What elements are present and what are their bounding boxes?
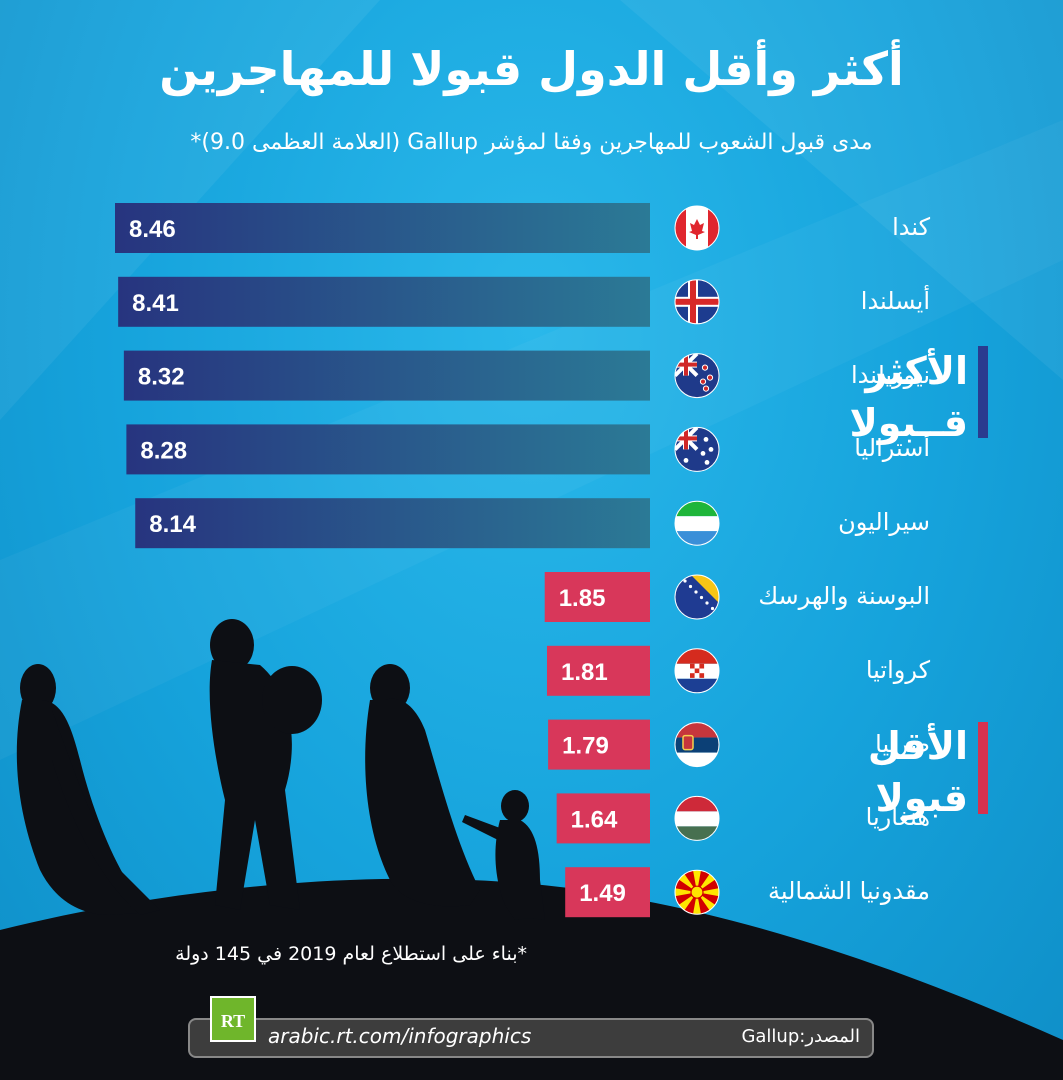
country-label-5: سيراليون <box>838 508 930 537</box>
bar-8 <box>548 719 650 770</box>
group-label-least: الأقل قبولا <box>838 720 968 824</box>
bar-value-label-7: 1.81 <box>561 659 608 686</box>
croatia-flag-icon <box>674 648 720 694</box>
hungary-flag-icon <box>674 795 720 841</box>
country-label-8: صربيا <box>875 729 930 758</box>
footnote: *بناء على استطلاع لعام 2019 في 145 دولة <box>175 943 527 965</box>
page-subtitle: مدى قبول الشعوب للمهاجرين وفقا لمؤشر Gal… <box>190 130 873 155</box>
bar-value-label-3: 8.32 <box>138 364 185 391</box>
country-label-4: أستراليا <box>854 434 930 463</box>
serbia-flag-icon <box>674 722 720 768</box>
bar-value-label-2: 8.41 <box>132 290 179 317</box>
bar-1 <box>115 203 650 253</box>
australia-flag-icon <box>674 426 720 472</box>
group-label-least-line2: قبولا <box>875 776 968 820</box>
bar-value-label-10: 1.49 <box>579 880 626 907</box>
country-label-10: مقدونيا الشمالية <box>767 877 930 906</box>
rt-logo: RT <box>210 996 256 1042</box>
group-bar-least <box>978 722 988 814</box>
page-title: أكثر وأقل الدول قبولا للمهاجرين <box>159 42 904 96</box>
site-url-link[interactable]: arabic.rt.com/infographics <box>268 1024 532 1048</box>
group-label-most: الأكثر قــبولا <box>838 345 969 449</box>
bar-7 <box>546 645 650 696</box>
country-label-2: أيسلندا <box>860 286 930 315</box>
country-label-6: البوسنة والهرسك <box>758 582 930 610</box>
bar-3 <box>123 350 651 401</box>
bar-value-label-4: 8.28 <box>140 437 187 464</box>
migrants-silhouette <box>16 619 545 920</box>
bar-4 <box>126 424 650 475</box>
bar-value-label-8: 1.79 <box>562 733 609 760</box>
bar-value-label-5: 8.14 <box>149 511 196 538</box>
bar-10 <box>565 867 650 918</box>
bosnia-flag-icon <box>674 574 720 620</box>
north-macedonia-flag-icon <box>674 869 720 915</box>
country-label-3: نيوزيلندا <box>850 360 930 389</box>
bar-9 <box>556 793 650 844</box>
source-label: المصدر:Gallup <box>741 1026 860 1047</box>
group-bar-most <box>978 346 988 438</box>
bar-5 <box>135 498 651 549</box>
bar-value-label-9: 1.64 <box>571 806 618 833</box>
footer-bar <box>188 1018 874 1058</box>
bar-value-label-1: 8.46 <box>129 216 176 243</box>
canada-flag-icon <box>674 205 720 251</box>
bar-2 <box>118 276 651 327</box>
sierra-leone-flag-icon <box>674 500 720 546</box>
group-label-most-line1: الأكثر <box>865 349 968 393</box>
country-label-9: هنغاريا <box>865 803 930 832</box>
iceland-flag-icon <box>674 279 720 325</box>
group-label-least-line1: الأقل <box>867 724 968 768</box>
bar-value-label-6: 1.85 <box>559 585 606 612</box>
country-label-1: كندا <box>892 213 930 241</box>
country-label-7: كرواتيا <box>865 655 930 684</box>
group-label-most-line2: قــبولا <box>849 401 969 445</box>
new-zealand-flag-icon <box>674 353 720 399</box>
bar-6 <box>544 572 650 622</box>
